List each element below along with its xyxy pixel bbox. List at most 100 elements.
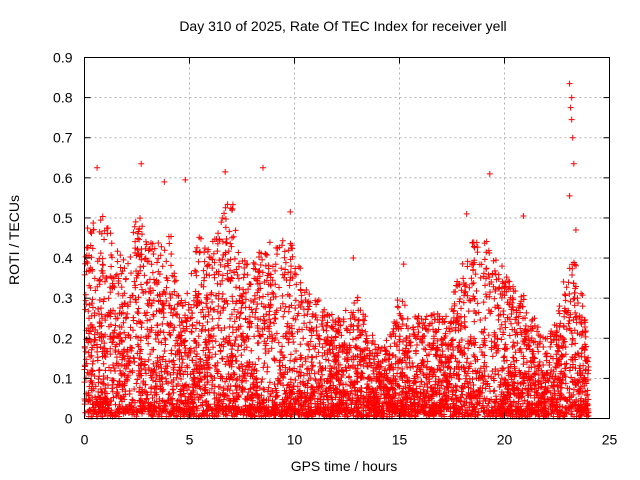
- data-point: [443, 405, 450, 412]
- data-point: [567, 298, 574, 305]
- data-point: [370, 364, 377, 371]
- data-point: [393, 378, 400, 385]
- data-point: [293, 348, 300, 355]
- data-point: [142, 288, 149, 295]
- data-point: [374, 352, 381, 359]
- data-point: [531, 354, 538, 361]
- data-point: [507, 296, 514, 303]
- data-point: [558, 384, 565, 391]
- data-point: [97, 320, 104, 327]
- data-point: [562, 344, 569, 351]
- data-point: [498, 375, 505, 382]
- data-point: [326, 384, 333, 391]
- data-point: [118, 361, 125, 368]
- data-point: [256, 267, 263, 274]
- data-point: [465, 340, 472, 347]
- data-point: [461, 383, 468, 390]
- data-point: [478, 348, 485, 355]
- data-point: [287, 268, 294, 275]
- data-point: [199, 306, 206, 313]
- data-point: [226, 228, 233, 235]
- data-point: [301, 320, 308, 327]
- data-point: [173, 292, 180, 299]
- data-point: [168, 233, 175, 240]
- data-point: [347, 323, 354, 330]
- data-point: [506, 316, 513, 323]
- data-point: [278, 265, 285, 272]
- data-point: [397, 356, 404, 363]
- data-point: [239, 377, 246, 384]
- data-point: [346, 395, 353, 402]
- data-point: [139, 286, 146, 293]
- data-point: [261, 325, 268, 332]
- data-point: [140, 378, 147, 385]
- data-point: [481, 240, 488, 247]
- data-point: [415, 329, 422, 336]
- data-point: [286, 282, 293, 289]
- data-point: [194, 350, 201, 357]
- data-point: [136, 384, 143, 391]
- data-point: [492, 399, 499, 406]
- data-point: [480, 299, 487, 306]
- data-point: [272, 402, 279, 409]
- data-point: [506, 332, 513, 339]
- data-point: [174, 397, 181, 404]
- data-point: [561, 412, 568, 419]
- data-point: [256, 332, 263, 339]
- data-point: [483, 378, 490, 385]
- data-point: [423, 313, 430, 320]
- data-point: [151, 366, 158, 373]
- data-point: [273, 330, 280, 337]
- data-point: [443, 313, 450, 320]
- data-point: [437, 404, 444, 411]
- data-point: [326, 342, 333, 349]
- data-point: [193, 353, 200, 360]
- data-point: [426, 341, 433, 348]
- data-point: [457, 346, 464, 353]
- data-point: [343, 350, 350, 357]
- data-point: [82, 291, 89, 298]
- data-point: [255, 355, 262, 362]
- data-point: [201, 249, 208, 256]
- data-point: [110, 335, 117, 342]
- data-point: [96, 228, 103, 235]
- data-point: [232, 358, 239, 365]
- data-point: [133, 380, 140, 387]
- data-point: [218, 327, 225, 334]
- data-point: [573, 313, 580, 320]
- data-point: [96, 297, 103, 304]
- data-point: [128, 270, 135, 277]
- data-point: [205, 338, 212, 345]
- data-point: [101, 296, 108, 303]
- data-point: [150, 360, 157, 367]
- data-point: [122, 378, 129, 385]
- data-point: [214, 308, 221, 315]
- data-point: [300, 335, 307, 342]
- data-point: [417, 336, 424, 343]
- data-point: [218, 373, 225, 380]
- data-point: [376, 383, 383, 390]
- data-point: [165, 302, 172, 309]
- data-point: [239, 330, 246, 337]
- data-point: [499, 263, 506, 270]
- data-point: [84, 225, 91, 232]
- data-point: [85, 330, 92, 337]
- data-point: [341, 390, 348, 397]
- data-point: [269, 335, 276, 342]
- data-point: [148, 261, 155, 268]
- data-point: [88, 312, 95, 319]
- data-point: [98, 389, 105, 396]
- data-point: [287, 357, 294, 364]
- data-point: [232, 383, 239, 390]
- data-point: [349, 379, 356, 386]
- data-point: [555, 356, 562, 363]
- data-point: [430, 340, 437, 347]
- data-point: [221, 263, 228, 270]
- data-point: [554, 328, 561, 335]
- data-point: [308, 367, 315, 374]
- data-point: [201, 366, 208, 373]
- data-point: [306, 291, 313, 298]
- data-point: [89, 296, 96, 303]
- data-point: [415, 362, 422, 369]
- data-point: [333, 365, 340, 372]
